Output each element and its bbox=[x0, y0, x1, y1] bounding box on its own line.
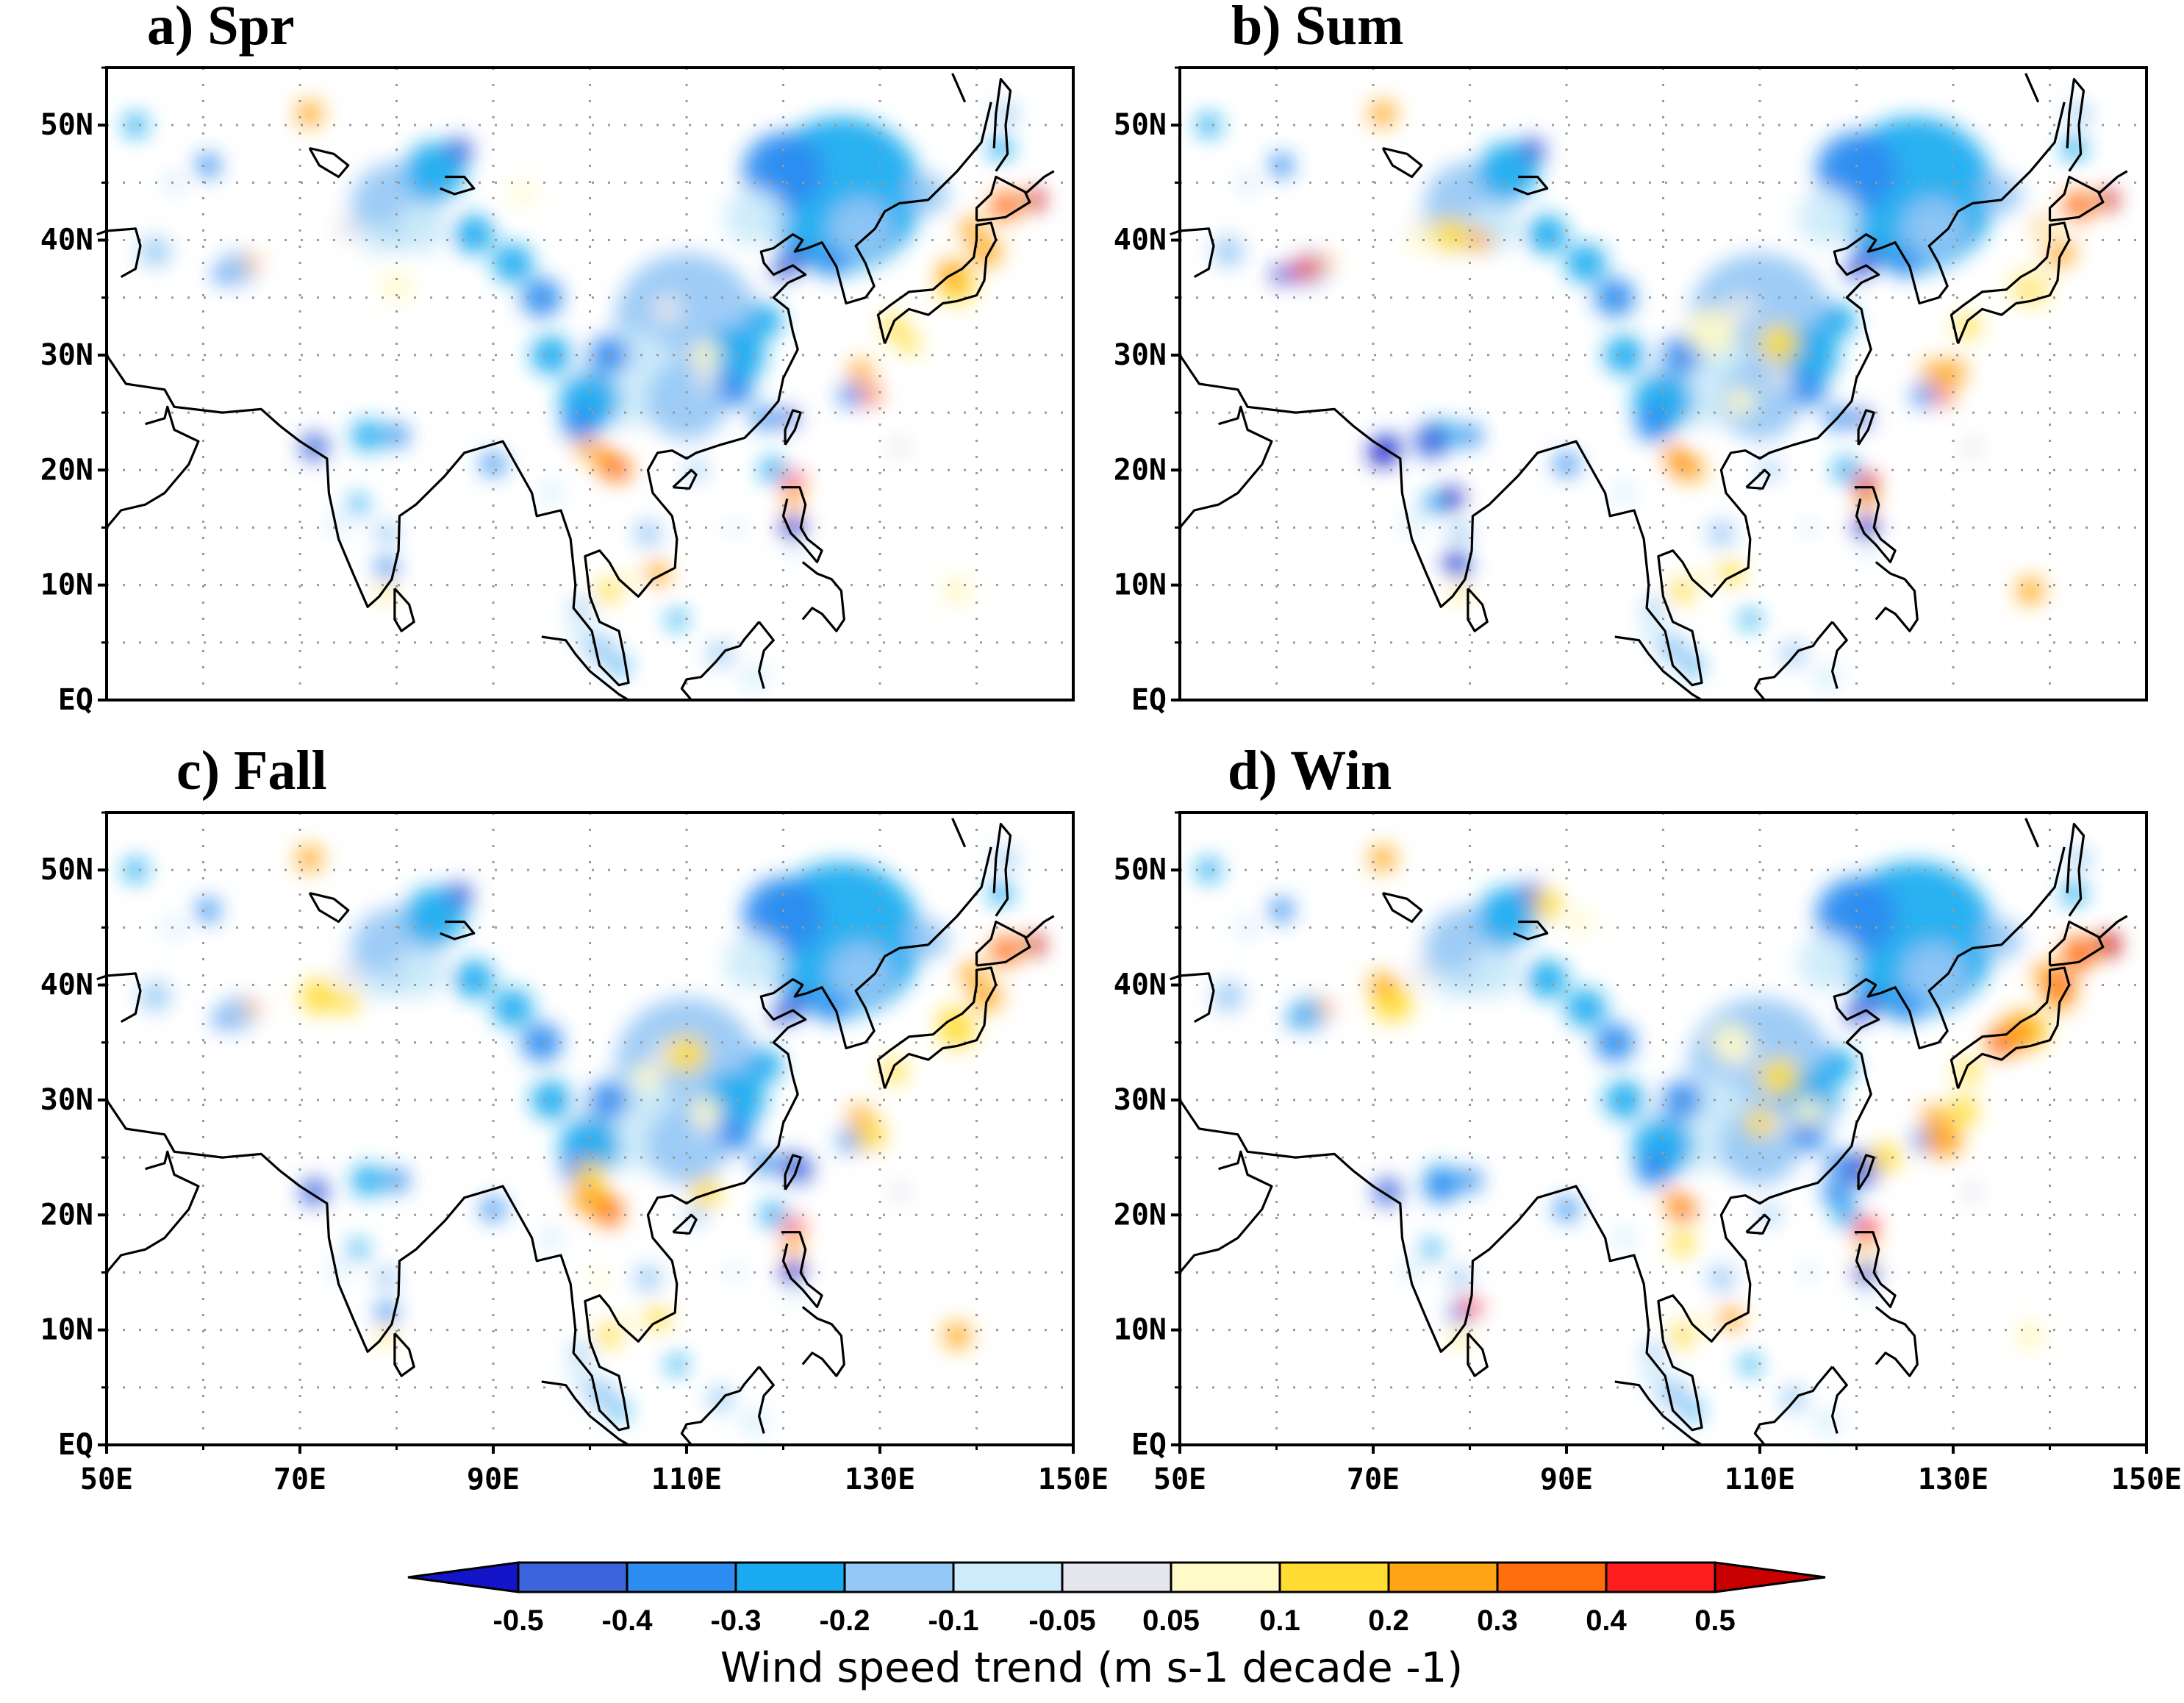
x-tick-label: 70E bbox=[273, 1463, 326, 1496]
panel-spring: a) Spr 50N 40N 30N 20N 10N EQ bbox=[40, 0, 1075, 717]
colorbar-box bbox=[1061, 1561, 1172, 1593]
colorbar-label: -0.1 bbox=[928, 1604, 979, 1637]
y-tick-label: 10N bbox=[40, 568, 93, 602]
map-frame bbox=[1178, 66, 2148, 701]
colorbar-box bbox=[626, 1561, 737, 1593]
y-tick-label: EQ bbox=[1131, 1428, 1167, 1462]
map-frame bbox=[105, 66, 1075, 701]
panel-winter: d) Win 50N 40N 30N 20N 10N EQ 50E 70E 90E 110E 13… bbox=[1114, 740, 2182, 1496]
x-tick-label: 90E bbox=[1540, 1463, 1593, 1496]
colorbar-box bbox=[1387, 1561, 1499, 1593]
y-tick-label: EQ bbox=[1131, 683, 1167, 717]
colorbar-label: 0.1 bbox=[1259, 1604, 1300, 1637]
y-tick-label: 10N bbox=[40, 1313, 93, 1347]
colorbar-title: Wind speed trend (m s-1 decade -1) bbox=[720, 1644, 1463, 1692]
x-axis: 50E 70E 90E 110E 130E 150E bbox=[1153, 1445, 2182, 1496]
colorbar-label: 0.05 bbox=[1142, 1604, 1200, 1637]
x-tick-label: 50E bbox=[1153, 1463, 1206, 1496]
y-tick-label: EQ bbox=[58, 683, 93, 717]
x-tick-label: 150E bbox=[2111, 1463, 2182, 1496]
colorbar-labels: -0.5 -0.4 -0.3 -0.2 -0.1 -0.05 0.05 0.1 0.2 0.3 0.… bbox=[493, 1604, 1736, 1637]
colorbar-label: -0.2 bbox=[820, 1604, 870, 1637]
coastlines bbox=[1170, 818, 2128, 1446]
panel-title: a) Spr bbox=[147, 0, 295, 57]
panel-fall: c) Fall 50N 40N 30N 20N 10N EQ 50E 70E 90E 110E 1… bbox=[40, 740, 1109, 1496]
y-tick-label: 30N bbox=[1114, 338, 1167, 372]
colorbar-box bbox=[952, 1561, 1064, 1593]
y-tick-label: EQ bbox=[58, 1428, 93, 1462]
colorbar-label: -0.05 bbox=[1028, 1604, 1095, 1637]
y-axis: 50N 40N 30N 20N 10N EQ bbox=[1114, 811, 1180, 1462]
y-tick-label: 40N bbox=[40, 968, 93, 1002]
panel-title: d) Win bbox=[1228, 740, 1392, 801]
y-tick-label: 30N bbox=[40, 338, 93, 372]
colorbar-boxes bbox=[407, 1561, 1826, 1593]
colorbar-box bbox=[1278, 1561, 1390, 1593]
y-tick-label: 20N bbox=[1114, 453, 1167, 487]
colorbar-arrow-high bbox=[1714, 1561, 1826, 1593]
colorbar: -0.5 -0.4 -0.3 -0.2 -0.1 -0.05 0.05 0.1 0.2 0.3 0.… bbox=[407, 1561, 1826, 1692]
coastlines bbox=[1170, 73, 2128, 701]
y-tick-label: 10N bbox=[1114, 568, 1167, 602]
y-axis: 50N 40N 30N 20N 10N EQ bbox=[1114, 66, 1180, 717]
colorbar-box bbox=[1496, 1561, 1608, 1593]
wind-trend-field bbox=[123, 101, 1045, 689]
colorbar-label: -0.3 bbox=[711, 1604, 762, 1637]
x-tick-label: 50E bbox=[80, 1463, 133, 1496]
y-tick-label: 40N bbox=[1114, 968, 1167, 1002]
y-tick-label: 40N bbox=[40, 224, 93, 257]
colorbar-label: -0.5 bbox=[493, 1604, 544, 1637]
x-tick-label: 70E bbox=[1347, 1463, 1400, 1496]
x-axis: 50E 70E 90E 110E 130E 150E bbox=[80, 1445, 1109, 1496]
y-tick-label: 30N bbox=[40, 1083, 93, 1117]
wind-trend-field bbox=[1196, 846, 2120, 1434]
colorbar-arrow-low bbox=[407, 1561, 520, 1593]
y-tick-label: 50N bbox=[40, 108, 93, 142]
y-tick-label: 10N bbox=[1114, 1313, 1167, 1347]
x-tick-label: 150E bbox=[1038, 1463, 1109, 1496]
y-tick-label: 50N bbox=[40, 853, 93, 887]
colorbar-box bbox=[1170, 1561, 1281, 1593]
x-tick-label: 110E bbox=[1725, 1463, 1795, 1496]
x-tick-label: 90E bbox=[467, 1463, 520, 1496]
colorbar-label: 0.5 bbox=[1694, 1604, 1736, 1637]
colorbar-box bbox=[843, 1561, 955, 1593]
panel-summer: b) Sum 50N 40N 30N 20N 10N EQ bbox=[1114, 0, 2148, 717]
wind-trend-field bbox=[1196, 101, 2119, 689]
y-tick-label: 20N bbox=[40, 453, 93, 487]
y-axis: 50N 40N 30N 20N 10N EQ bbox=[40, 66, 107, 717]
y-tick-label: 50N bbox=[1114, 853, 1167, 887]
y-tick-label: 20N bbox=[1114, 1198, 1167, 1232]
x-tick-label: 110E bbox=[651, 1463, 722, 1496]
x-tick-label: 130E bbox=[845, 1463, 915, 1496]
colorbar-box bbox=[1605, 1561, 1716, 1593]
colorbar-box bbox=[734, 1561, 846, 1593]
colorbar-label: -0.4 bbox=[602, 1604, 654, 1637]
colorbar-box bbox=[517, 1561, 629, 1593]
x-tick-label: 130E bbox=[1918, 1463, 1988, 1496]
panel-title: c) Fall bbox=[176, 740, 327, 801]
y-axis: 50N 40N 30N 20N 10N EQ bbox=[40, 811, 107, 1462]
colorbar-label: 0.2 bbox=[1368, 1604, 1409, 1637]
colorbar-label: 0.4 bbox=[1586, 1604, 1627, 1637]
y-tick-label: 20N bbox=[40, 1198, 93, 1232]
y-tick-label: 30N bbox=[1114, 1083, 1167, 1117]
coastlines bbox=[96, 73, 1055, 701]
colorbar-label: 0.3 bbox=[1477, 1604, 1518, 1637]
coastlines bbox=[96, 818, 1055, 1446]
wind-trend-field bbox=[123, 846, 1045, 1434]
panel-title: b) Sum bbox=[1231, 0, 1403, 57]
y-tick-label: 40N bbox=[1114, 224, 1167, 257]
y-tick-label: 50N bbox=[1114, 108, 1167, 142]
